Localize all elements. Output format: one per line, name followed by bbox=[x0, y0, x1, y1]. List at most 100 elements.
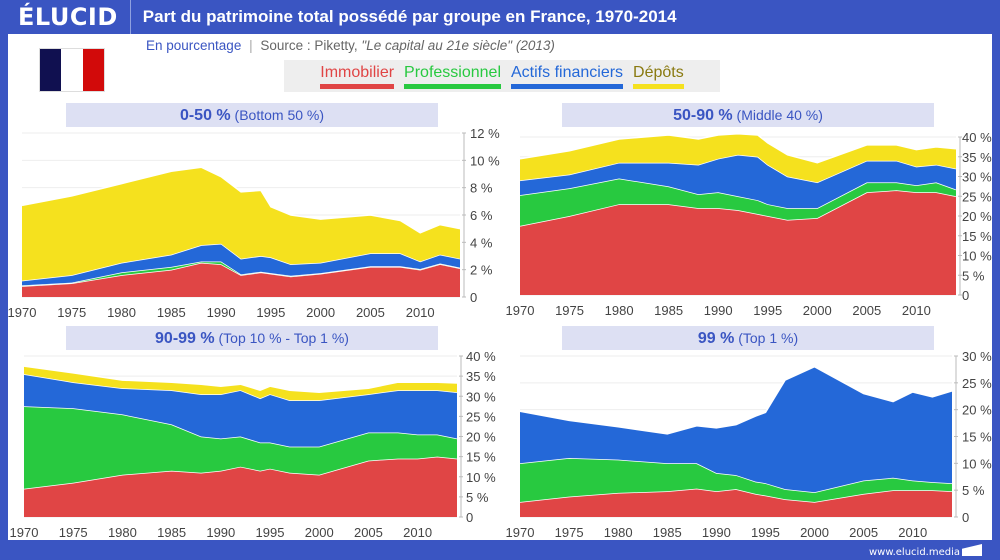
x-tick-label: 1970 bbox=[506, 525, 535, 540]
subtitle: En pourcentage | Source : Piketty, "Le c… bbox=[146, 38, 555, 53]
unit-label: En pourcentage bbox=[146, 38, 242, 53]
y-tick-label: 5 % bbox=[466, 490, 489, 505]
series-boundary-line bbox=[23, 365, 458, 393]
legend-swatch bbox=[320, 84, 395, 89]
chart-title-bold: 0-50 % bbox=[179, 107, 231, 124]
chart-title-bold: 99 % bbox=[697, 330, 735, 347]
y-tick-label: 25 % bbox=[962, 189, 992, 204]
y-tick-label: 10 % bbox=[962, 249, 992, 264]
area-immobilier bbox=[520, 488, 952, 517]
y-tick-label: 5 % bbox=[962, 483, 985, 498]
y-tick-label: 30 % bbox=[466, 389, 496, 404]
y-tick-label: 4 % bbox=[470, 235, 493, 250]
legend-label: Dépôts bbox=[633, 64, 684, 81]
area-professionnel bbox=[520, 458, 952, 502]
france-flag-icon bbox=[39, 48, 105, 92]
chart-title-rest: (Top 1 %) bbox=[734, 330, 799, 346]
x-tick-label: 1970 bbox=[8, 305, 37, 320]
y-tick-label: 10 % bbox=[470, 153, 500, 168]
y-tick-label: 35 % bbox=[466, 369, 496, 384]
y-tick-label: 35 % bbox=[962, 150, 992, 165]
x-tick-label: 1985 bbox=[653, 525, 682, 540]
y-tick-label: 5 % bbox=[962, 268, 985, 283]
x-tick-label: 1990 bbox=[704, 303, 733, 318]
chart-title-top-1: 99 % (Top 1 %) bbox=[562, 326, 934, 350]
x-tick-label: 1980 bbox=[108, 525, 137, 540]
x-tick-label: 1980 bbox=[605, 303, 634, 318]
source-year: (2013) bbox=[512, 38, 555, 53]
area-d-p-ts bbox=[24, 366, 457, 401]
y-tick-label: 8 % bbox=[470, 181, 493, 196]
area-professionnel bbox=[520, 178, 956, 226]
x-tick-label: 2010 bbox=[898, 525, 927, 540]
legend-label: Actifs financiers bbox=[511, 64, 624, 81]
legend-item: Professionnel bbox=[404, 64, 501, 92]
y-tick-label: 30 % bbox=[962, 170, 992, 185]
series-boundary-line bbox=[21, 166, 461, 234]
x-tick-label: 2010 bbox=[403, 525, 432, 540]
source-title: "Le capital au 21e siècle" bbox=[361, 38, 513, 53]
legend-label: Immobilier bbox=[320, 64, 395, 81]
header-bar: ÉLUCID Part du patrimoine total possédé … bbox=[0, 0, 1000, 34]
x-tick-label: 2000 bbox=[803, 303, 832, 318]
area-d-p-ts bbox=[520, 133, 956, 183]
x-tick-label: 1985 bbox=[157, 305, 186, 320]
x-tick-label: 1985 bbox=[157, 525, 186, 540]
legend-item: Actifs financiers bbox=[511, 64, 624, 92]
y-tick-label: 0 bbox=[470, 290, 477, 305]
page-title: Part du patrimoine total possédé par gro… bbox=[142, 7, 677, 26]
footer-url[interactable]: www.elucid.media bbox=[868, 547, 960, 558]
y-tick-label: 12 % bbox=[470, 126, 500, 141]
y-tick-label: 30 % bbox=[962, 349, 992, 364]
legend-label: Professionnel bbox=[404, 64, 501, 81]
y-tick-label: 6 % bbox=[470, 208, 493, 223]
x-tick-label: 1975 bbox=[57, 305, 86, 320]
x-tick-label: 1975 bbox=[555, 303, 584, 318]
y-tick-label: 20 % bbox=[962, 403, 992, 418]
x-tick-label: 1975 bbox=[59, 525, 88, 540]
y-tick-label: 10 % bbox=[962, 456, 992, 471]
area-immobilier bbox=[22, 262, 460, 297]
y-tick-label: 10 % bbox=[466, 470, 496, 485]
x-tick-label: 2010 bbox=[406, 305, 435, 320]
chart-title-bold: 90-99 % bbox=[155, 330, 215, 347]
x-tick-label: 2000 bbox=[306, 305, 335, 320]
area-d-p-ts bbox=[22, 167, 460, 281]
source-prefix: Source : Piketty, bbox=[260, 38, 362, 53]
chart-title-rest: (Top 10 % - Top 1 %) bbox=[214, 330, 349, 346]
area-actifs-financiers bbox=[520, 366, 952, 493]
y-tick-label: 0 bbox=[962, 288, 969, 303]
y-tick-label: 15 % bbox=[466, 450, 496, 465]
x-tick-label: 1995 bbox=[256, 525, 285, 540]
y-tick-label: 0 bbox=[962, 510, 969, 525]
legend-item: Dépôts bbox=[633, 64, 684, 92]
x-tick-label: 1985 bbox=[654, 303, 683, 318]
y-tick-label: 20 % bbox=[466, 430, 496, 445]
legend-swatch bbox=[633, 84, 684, 89]
x-tick-label: 1970 bbox=[506, 303, 535, 318]
area-professionnel bbox=[24, 406, 457, 489]
y-tick-label: 40 % bbox=[962, 130, 992, 145]
area-actifs-financiers bbox=[24, 374, 457, 447]
chart-title-middle-40: 50-90 % (Middle 40 %) bbox=[562, 103, 934, 127]
y-tick-label: 20 % bbox=[962, 209, 992, 224]
x-tick-label: 1995 bbox=[256, 305, 285, 320]
x-tick-label: 1990 bbox=[206, 525, 235, 540]
legend-swatch bbox=[511, 84, 624, 89]
legend-swatch bbox=[404, 84, 501, 89]
x-tick-label: 2000 bbox=[800, 525, 829, 540]
area-immobilier bbox=[24, 456, 457, 517]
y-tick-label: 0 bbox=[466, 510, 473, 525]
y-tick-label: 15 % bbox=[962, 229, 992, 244]
y-tick-label: 15 % bbox=[962, 430, 992, 445]
x-tick-label: 1980 bbox=[107, 305, 136, 320]
chart-title-rest: (Middle 40 %) bbox=[732, 107, 823, 123]
x-tick-label: 1995 bbox=[753, 303, 782, 318]
x-tick-label: 2010 bbox=[902, 303, 931, 318]
chart-title-top-10-1: 90-99 % (Top 10 % - Top 1 %) bbox=[66, 326, 438, 350]
y-tick-label: 40 % bbox=[466, 349, 496, 364]
area-actifs-financiers bbox=[22, 243, 460, 286]
x-tick-label: 1975 bbox=[555, 525, 584, 540]
x-tick-label: 1990 bbox=[702, 525, 731, 540]
